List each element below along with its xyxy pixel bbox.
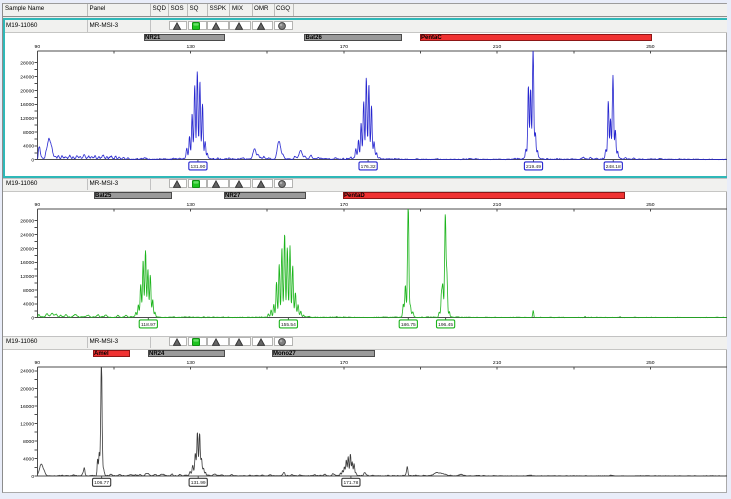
svg-text:250: 250 — [646, 201, 655, 207]
svg-text:248.18: 248.18 — [606, 163, 621, 169]
svg-text:28000: 28000 — [20, 60, 34, 66]
svg-text:118.97: 118.97 — [141, 321, 156, 327]
svg-text:170: 170 — [340, 359, 349, 365]
svg-text:12000: 12000 — [20, 273, 34, 279]
svg-text:28000: 28000 — [20, 218, 34, 224]
svg-text:16000: 16000 — [20, 260, 34, 266]
svg-text:130: 130 — [186, 201, 195, 207]
svg-text:210: 210 — [493, 201, 502, 207]
svg-text:8000: 8000 — [23, 129, 34, 135]
svg-text:20000: 20000 — [20, 88, 34, 94]
svg-text:12000: 12000 — [20, 115, 34, 121]
svg-text:210: 210 — [493, 43, 502, 49]
svg-text:24000: 24000 — [20, 74, 34, 80]
svg-text:16000: 16000 — [20, 102, 34, 108]
svg-text:186.75: 186.75 — [401, 321, 416, 327]
svg-text:90: 90 — [35, 359, 41, 365]
svg-text:130: 130 — [186, 359, 195, 365]
svg-text:24000: 24000 — [20, 232, 34, 238]
svg-text:170: 170 — [340, 43, 349, 49]
svg-text:4000: 4000 — [23, 301, 34, 307]
svg-text:20000: 20000 — [20, 246, 34, 252]
svg-text:219.49: 219.49 — [526, 163, 541, 169]
svg-text:250: 250 — [646, 359, 655, 365]
svg-text:210: 210 — [493, 359, 502, 365]
svg-text:0: 0 — [31, 157, 34, 163]
svg-text:16000: 16000 — [20, 403, 34, 409]
svg-text:170: 170 — [340, 201, 349, 207]
svg-text:155.54: 155.54 — [281, 321, 296, 327]
svg-text:90: 90 — [35, 201, 41, 207]
svg-text:90: 90 — [35, 43, 41, 49]
svg-text:8000: 8000 — [23, 438, 34, 444]
svg-text:4000: 4000 — [23, 143, 34, 149]
svg-text:106.77: 106.77 — [94, 480, 109, 486]
svg-text:12000: 12000 — [20, 421, 34, 427]
svg-text:24000: 24000 — [20, 368, 34, 374]
svg-text:176.32: 176.32 — [361, 163, 376, 169]
svg-text:131.99: 131.99 — [191, 480, 206, 486]
svg-text:131.90: 131.90 — [190, 163, 205, 169]
svg-text:250: 250 — [646, 43, 655, 49]
svg-text:4000: 4000 — [23, 456, 34, 462]
svg-text:20000: 20000 — [20, 386, 34, 392]
svg-text:196.45: 196.45 — [438, 321, 453, 327]
svg-text:130: 130 — [186, 43, 195, 49]
svg-text:8000: 8000 — [23, 287, 34, 293]
svg-text:171.78: 171.78 — [343, 480, 358, 486]
svg-text:0: 0 — [31, 473, 34, 479]
svg-text:0: 0 — [31, 315, 34, 321]
